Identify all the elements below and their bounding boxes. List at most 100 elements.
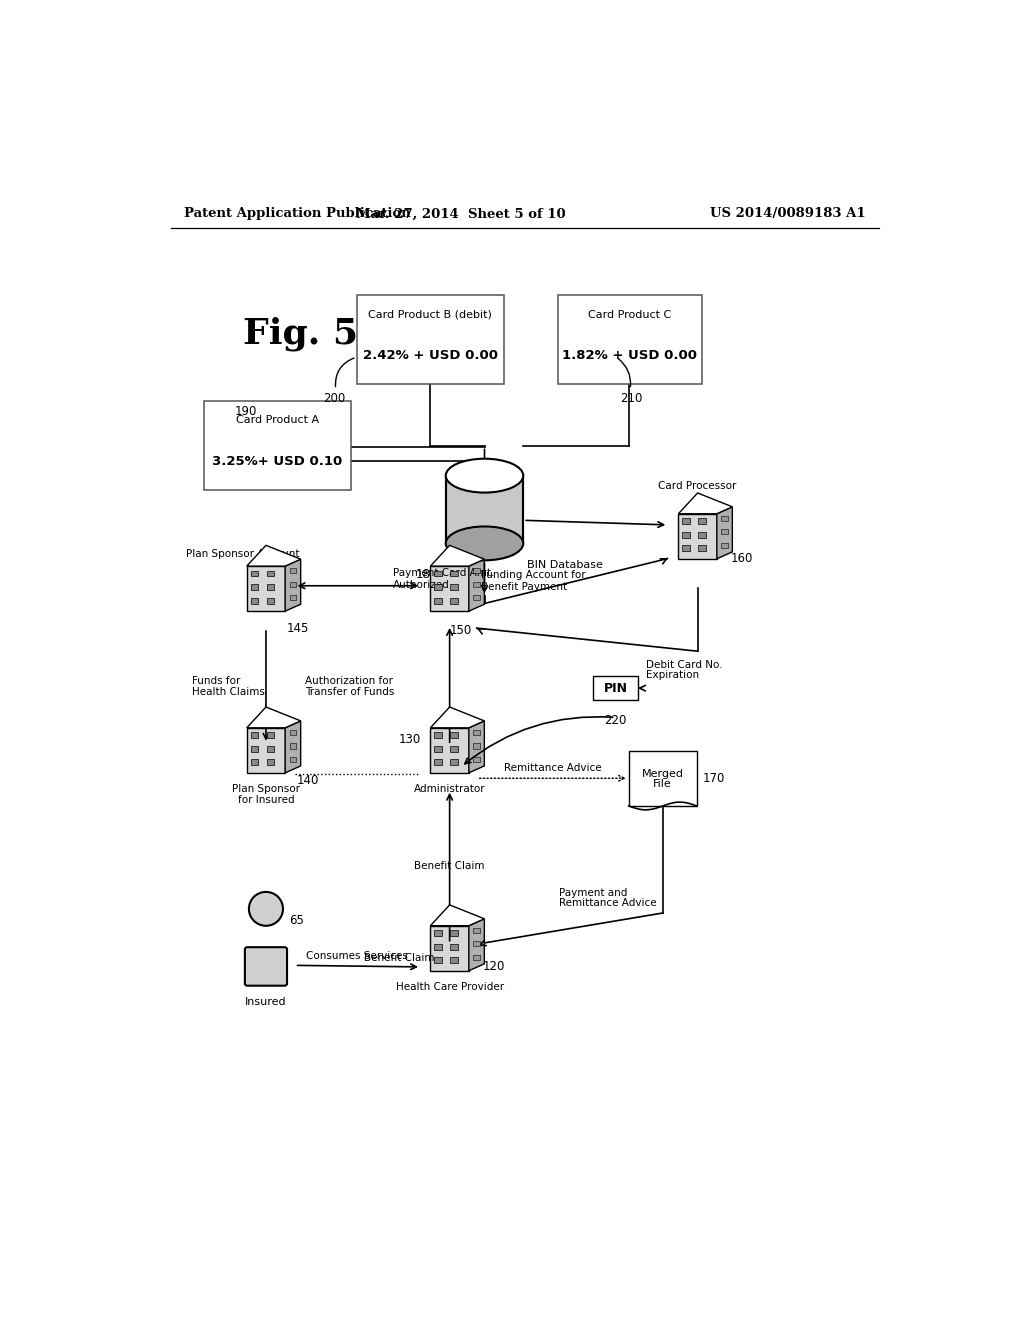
FancyBboxPatch shape bbox=[290, 568, 296, 573]
Text: Authorized: Authorized bbox=[393, 579, 450, 590]
FancyBboxPatch shape bbox=[451, 957, 458, 964]
FancyBboxPatch shape bbox=[473, 954, 479, 960]
FancyBboxPatch shape bbox=[473, 928, 479, 933]
FancyBboxPatch shape bbox=[451, 733, 458, 738]
Text: 220: 220 bbox=[604, 714, 627, 727]
Polygon shape bbox=[445, 475, 523, 544]
FancyBboxPatch shape bbox=[245, 948, 287, 986]
FancyBboxPatch shape bbox=[251, 570, 258, 577]
Polygon shape bbox=[717, 507, 732, 558]
FancyBboxPatch shape bbox=[251, 733, 258, 738]
FancyBboxPatch shape bbox=[698, 532, 707, 537]
FancyBboxPatch shape bbox=[473, 756, 479, 762]
FancyBboxPatch shape bbox=[247, 727, 285, 774]
FancyBboxPatch shape bbox=[473, 568, 479, 573]
Polygon shape bbox=[430, 545, 484, 566]
Polygon shape bbox=[469, 560, 484, 611]
FancyBboxPatch shape bbox=[451, 759, 458, 766]
FancyBboxPatch shape bbox=[434, 570, 442, 577]
FancyBboxPatch shape bbox=[290, 743, 296, 748]
Text: Insured: Insured bbox=[245, 997, 287, 1007]
Text: 1.82% + USD 0.00: 1.82% + USD 0.00 bbox=[562, 350, 697, 362]
Text: 2.42% + USD 0.00: 2.42% + USD 0.00 bbox=[362, 350, 498, 362]
Text: Funds for: Funds for bbox=[191, 676, 240, 686]
Text: Authorization for: Authorization for bbox=[305, 676, 392, 686]
Text: Remittance Advice: Remittance Advice bbox=[559, 899, 656, 908]
Polygon shape bbox=[285, 560, 301, 611]
FancyBboxPatch shape bbox=[722, 516, 728, 521]
Circle shape bbox=[249, 892, 283, 925]
FancyBboxPatch shape bbox=[251, 598, 258, 603]
FancyBboxPatch shape bbox=[266, 598, 274, 603]
Text: 200: 200 bbox=[324, 392, 345, 405]
Polygon shape bbox=[430, 708, 484, 727]
Text: Benefit Claim: Benefit Claim bbox=[364, 953, 434, 964]
Polygon shape bbox=[247, 708, 301, 727]
FancyBboxPatch shape bbox=[698, 519, 707, 524]
Text: for Insured: for Insured bbox=[238, 795, 294, 805]
Text: Patent Application Publication: Patent Application Publication bbox=[183, 207, 411, 220]
FancyBboxPatch shape bbox=[290, 730, 296, 735]
FancyBboxPatch shape bbox=[356, 296, 504, 384]
Text: Plan Sponsor: Plan Sponsor bbox=[232, 784, 300, 793]
FancyBboxPatch shape bbox=[682, 519, 690, 524]
FancyBboxPatch shape bbox=[682, 532, 690, 537]
Text: Card Product B (debit): Card Product B (debit) bbox=[369, 310, 493, 319]
FancyBboxPatch shape bbox=[558, 296, 701, 384]
FancyBboxPatch shape bbox=[473, 595, 479, 601]
Ellipse shape bbox=[445, 458, 523, 492]
FancyBboxPatch shape bbox=[251, 746, 258, 751]
Polygon shape bbox=[430, 906, 484, 925]
FancyBboxPatch shape bbox=[473, 941, 479, 946]
Text: Benefit Claim: Benefit Claim bbox=[415, 861, 485, 871]
FancyBboxPatch shape bbox=[722, 529, 728, 535]
Polygon shape bbox=[469, 721, 484, 774]
Text: BIN Database: BIN Database bbox=[527, 560, 603, 570]
Text: 170: 170 bbox=[703, 772, 725, 785]
FancyBboxPatch shape bbox=[434, 957, 442, 964]
FancyBboxPatch shape bbox=[266, 733, 274, 738]
FancyBboxPatch shape bbox=[473, 743, 479, 748]
Text: Card Product A: Card Product A bbox=[236, 416, 319, 425]
FancyBboxPatch shape bbox=[722, 543, 728, 548]
FancyBboxPatch shape bbox=[434, 585, 442, 590]
FancyBboxPatch shape bbox=[430, 925, 469, 970]
FancyBboxPatch shape bbox=[266, 570, 274, 577]
Text: Merged: Merged bbox=[642, 768, 684, 779]
Text: PIN: PIN bbox=[603, 681, 628, 694]
Text: Transfer of Funds: Transfer of Funds bbox=[305, 686, 394, 697]
Text: File: File bbox=[653, 779, 672, 789]
Text: Expiration: Expiration bbox=[646, 671, 698, 681]
Text: US 2014/0089183 A1: US 2014/0089183 A1 bbox=[711, 207, 866, 220]
FancyBboxPatch shape bbox=[430, 566, 469, 611]
FancyBboxPatch shape bbox=[290, 756, 296, 762]
FancyBboxPatch shape bbox=[434, 944, 442, 949]
Polygon shape bbox=[679, 492, 732, 513]
Text: 120: 120 bbox=[483, 961, 505, 973]
Text: 130: 130 bbox=[398, 733, 421, 746]
Text: Payment and: Payment and bbox=[559, 887, 628, 898]
FancyBboxPatch shape bbox=[434, 931, 442, 936]
Text: Administrator: Administrator bbox=[414, 784, 485, 793]
Text: Plan Sponsor Account: Plan Sponsor Account bbox=[186, 549, 300, 558]
FancyBboxPatch shape bbox=[251, 585, 258, 590]
Text: 65: 65 bbox=[289, 915, 304, 927]
FancyBboxPatch shape bbox=[451, 598, 458, 603]
Polygon shape bbox=[469, 919, 484, 970]
Text: Remittance Advice: Remittance Advice bbox=[504, 763, 601, 774]
FancyBboxPatch shape bbox=[451, 570, 458, 577]
Text: Debit Card No.: Debit Card No. bbox=[646, 660, 722, 669]
FancyBboxPatch shape bbox=[451, 931, 458, 936]
Text: 180: 180 bbox=[416, 568, 438, 581]
FancyBboxPatch shape bbox=[679, 513, 717, 558]
FancyBboxPatch shape bbox=[290, 582, 296, 587]
FancyBboxPatch shape bbox=[698, 545, 707, 552]
Text: 150: 150 bbox=[450, 624, 472, 638]
FancyBboxPatch shape bbox=[430, 727, 469, 774]
FancyBboxPatch shape bbox=[593, 676, 638, 701]
Text: Consumes Services: Consumes Services bbox=[306, 950, 408, 961]
FancyBboxPatch shape bbox=[266, 759, 274, 766]
Text: 140: 140 bbox=[297, 775, 319, 788]
FancyBboxPatch shape bbox=[266, 585, 274, 590]
FancyBboxPatch shape bbox=[451, 585, 458, 590]
